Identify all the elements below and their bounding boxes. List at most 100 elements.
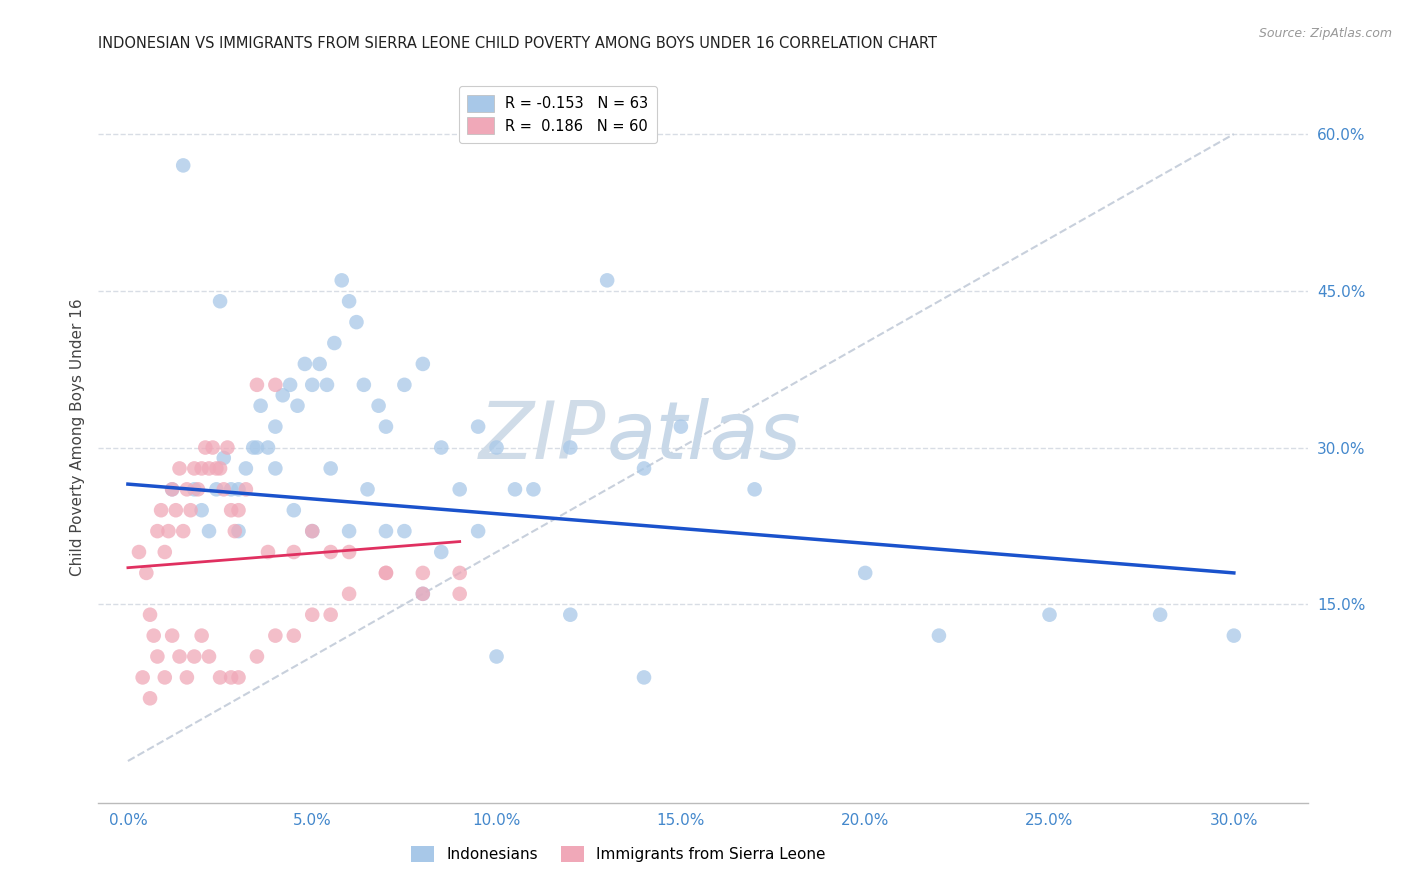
Point	[467, 524, 489, 538]
Point	[375, 419, 398, 434]
Point	[169, 461, 191, 475]
Y-axis label: Child Poverty Among Boys Under 16: Child Poverty Among Boys Under 16	[69, 298, 84, 576]
Point	[412, 587, 434, 601]
Point	[375, 524, 398, 538]
Point	[1223, 629, 1246, 643]
Point	[246, 377, 269, 392]
Point	[264, 377, 287, 392]
Point	[1038, 607, 1060, 622]
Point	[246, 649, 269, 664]
Point	[187, 483, 209, 497]
Point	[522, 483, 544, 497]
Point	[153, 670, 176, 684]
Point	[323, 336, 346, 351]
Point	[172, 158, 194, 172]
Point	[301, 607, 323, 622]
Text: ZIP: ZIP	[479, 398, 606, 476]
Point	[356, 483, 378, 497]
Point	[278, 377, 301, 392]
Point	[449, 587, 471, 601]
Point	[1149, 607, 1171, 622]
Point	[153, 545, 176, 559]
Point	[217, 441, 239, 455]
Point	[150, 503, 173, 517]
Point	[212, 450, 235, 465]
Point	[209, 670, 232, 684]
Point	[264, 629, 287, 643]
Point	[316, 377, 339, 392]
Point	[183, 461, 205, 475]
Point	[198, 461, 221, 475]
Point	[503, 483, 526, 497]
Point	[190, 461, 212, 475]
Point	[337, 294, 360, 309]
Point	[198, 524, 221, 538]
Point	[139, 691, 162, 706]
Point	[219, 483, 242, 497]
Point	[596, 273, 619, 287]
Point	[375, 566, 398, 580]
Point	[412, 587, 434, 601]
Point	[430, 441, 453, 455]
Point	[135, 566, 157, 580]
Point	[219, 670, 242, 684]
Text: INDONESIAN VS IMMIGRANTS FROM SIERRA LEONE CHILD POVERTY AMONG BOYS UNDER 16 COR: INDONESIAN VS IMMIGRANTS FROM SIERRA LEO…	[98, 36, 938, 51]
Point	[249, 399, 271, 413]
Point	[190, 503, 212, 517]
Point	[228, 503, 250, 517]
Point	[744, 483, 766, 497]
Point	[928, 629, 950, 643]
Point	[180, 503, 202, 517]
Point	[346, 315, 368, 329]
Point	[337, 524, 360, 538]
Point	[467, 419, 489, 434]
Point	[242, 441, 264, 455]
Point	[330, 273, 353, 287]
Point	[353, 377, 375, 392]
Point	[375, 566, 398, 580]
Point	[319, 461, 342, 475]
Point	[228, 524, 250, 538]
Point	[294, 357, 316, 371]
Point	[228, 483, 250, 497]
Point	[198, 649, 221, 664]
Point	[449, 483, 471, 497]
Point	[271, 388, 294, 402]
Point	[224, 524, 246, 538]
Point	[201, 441, 224, 455]
Point	[853, 566, 876, 580]
Point	[142, 629, 165, 643]
Point	[283, 629, 305, 643]
Point	[394, 377, 416, 392]
Point	[257, 441, 280, 455]
Point	[560, 607, 582, 622]
Point	[257, 545, 280, 559]
Point	[160, 629, 183, 643]
Point	[190, 629, 212, 643]
Point	[633, 670, 655, 684]
Point	[128, 545, 150, 559]
Point	[165, 503, 187, 517]
Point	[283, 503, 305, 517]
Point	[160, 483, 183, 497]
Point	[209, 461, 232, 475]
Point	[183, 483, 205, 497]
Point	[669, 419, 692, 434]
Point	[205, 483, 228, 497]
Point	[485, 441, 508, 455]
Point	[146, 524, 169, 538]
Point	[157, 524, 180, 538]
Point	[485, 649, 508, 664]
Point	[283, 545, 305, 559]
Point	[209, 294, 232, 309]
Point	[172, 524, 194, 538]
Point	[337, 545, 360, 559]
Point	[319, 607, 342, 622]
Point	[264, 461, 287, 475]
Point	[235, 483, 257, 497]
Point	[319, 545, 342, 559]
Point	[412, 566, 434, 580]
Point	[176, 670, 198, 684]
Point	[146, 649, 169, 664]
Point	[633, 461, 655, 475]
